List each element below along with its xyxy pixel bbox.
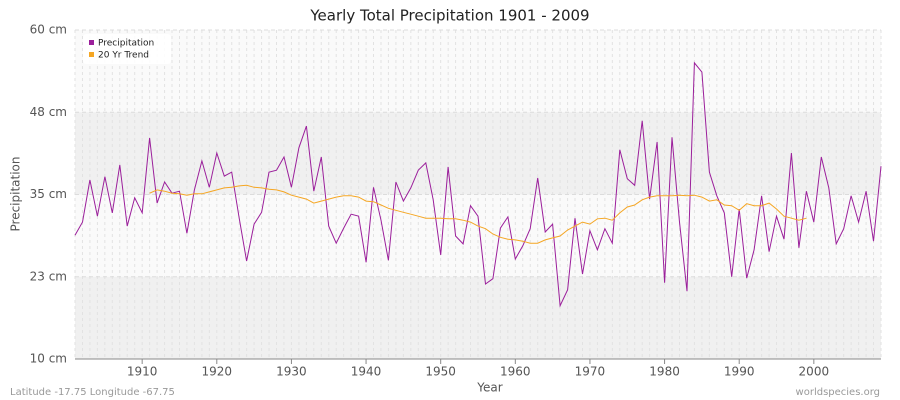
x-axis-label: Year	[476, 381, 502, 395]
y-tick-label: 48 cm	[30, 105, 67, 119]
legend-label: Precipitation	[98, 39, 154, 49]
y-tick-label: 23 cm	[30, 269, 67, 283]
legend-box	[83, 34, 171, 64]
x-tick-label: 1920	[202, 365, 233, 379]
y-tick-label: 60 cm	[30, 23, 67, 37]
series-line	[149, 184, 807, 244]
chart-title: Yearly Total Precipitation 1901 - 2009	[309, 7, 589, 25]
footer-right: worldspecies.org	[796, 387, 880, 398]
x-tick-label: 1950	[425, 365, 456, 379]
y-axis-label: Precipitation	[9, 156, 23, 231]
x-tick-label: 1940	[351, 365, 382, 379]
x-tick-label: 2000	[799, 365, 830, 379]
x-tick-label: 1960	[500, 365, 531, 379]
y-tick-label: 10 cm	[30, 352, 67, 366]
legend-swatch	[89, 40, 94, 45]
legend-swatch	[89, 52, 94, 57]
y-tick-label: 35 cm	[30, 187, 67, 201]
x-tick-label: 1910	[127, 365, 158, 379]
series-line	[74, 61, 882, 308]
x-tick-label: 1990	[724, 365, 755, 379]
x-tick-label: 1930	[276, 365, 307, 379]
footer-left: Latitude -17.75 Longitude -67.75	[10, 387, 175, 398]
legend-label: 20 Yr Trend	[98, 51, 149, 61]
x-tick-label: 1970	[575, 365, 606, 379]
x-tick-label: 1980	[649, 365, 680, 379]
